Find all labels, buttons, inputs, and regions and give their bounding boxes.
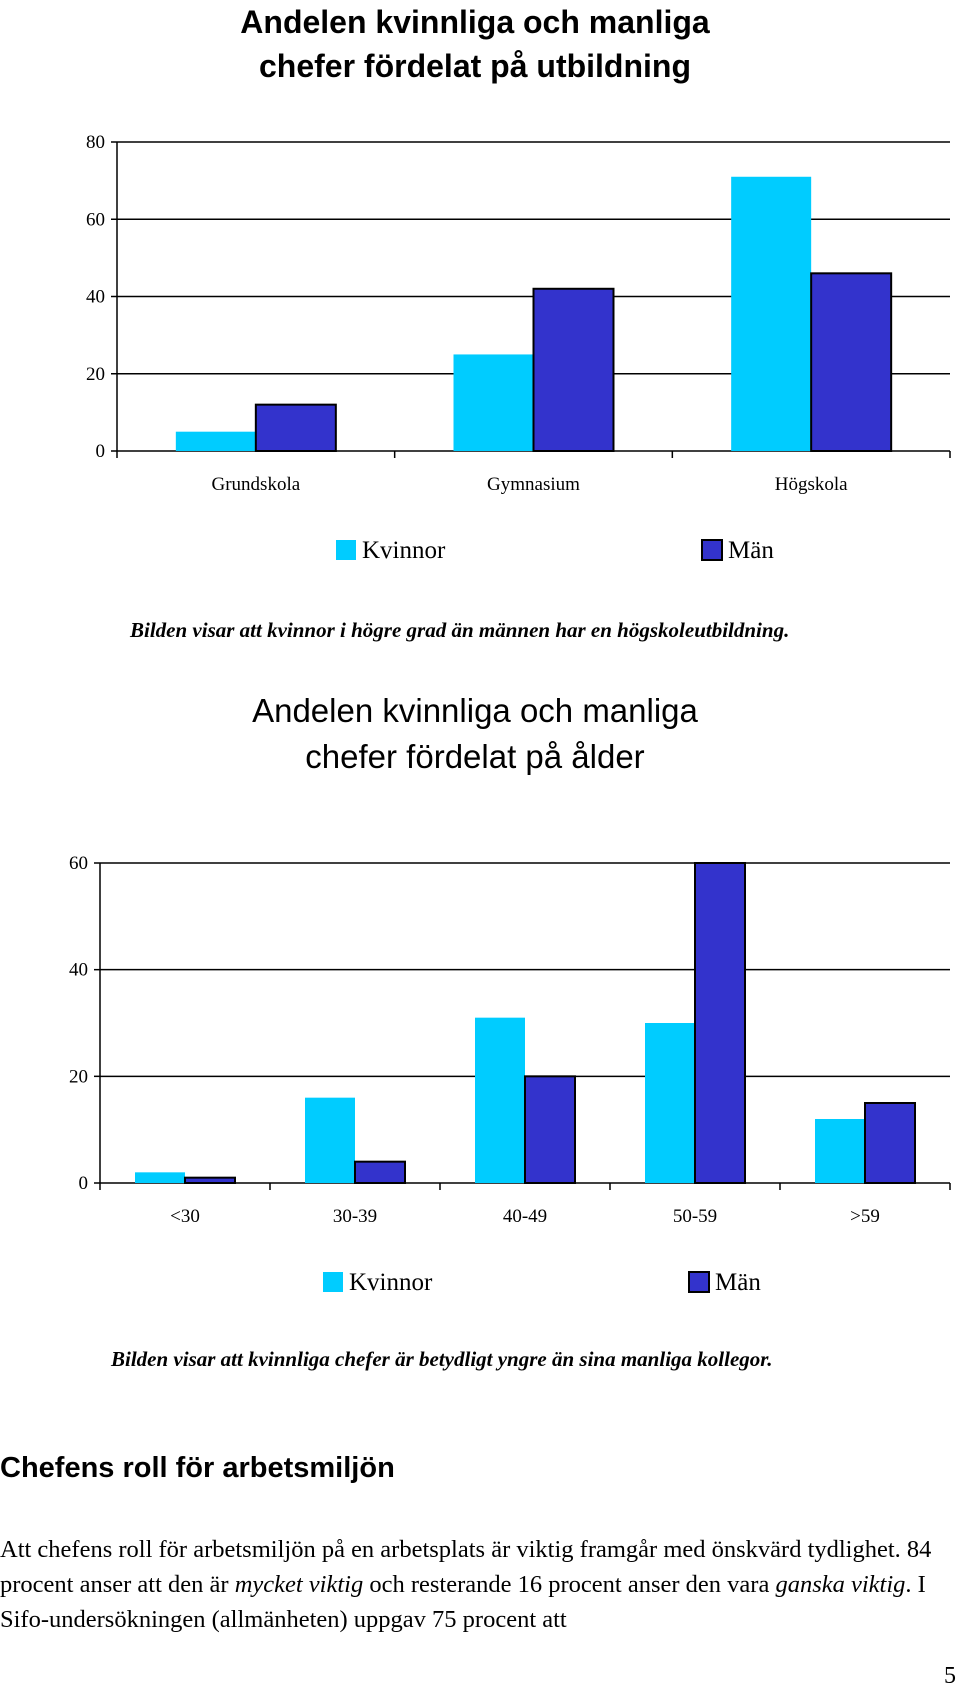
chart1-bar-man — [532, 287, 615, 452]
chart2-caption: Bilden visar att kvinnliga chefer är bet… — [111, 1347, 773, 1371]
chart1-bar-kvinnor — [731, 176, 812, 451]
chart2-legend-label: Män — [715, 1269, 761, 1296]
chart1-y-tick-label: 60 — [86, 209, 105, 230]
chart2-bar-man — [354, 1160, 406, 1184]
chart1-title-line1: Andelen kvinnliga och manliga — [240, 4, 710, 40]
chart1-x-tick-label: Gymnasium — [487, 474, 580, 495]
chart2-bar-kvinnor — [815, 1119, 865, 1183]
chart1-x-tick-label: Högskola — [775, 474, 848, 495]
chart1-legend-label: Kvinnor — [362, 537, 446, 564]
chart2-x-tick-label: >59 — [850, 1206, 880, 1227]
chart1-bar-kvinnor — [453, 354, 534, 451]
chart1-y-tick-label: 20 — [86, 364, 105, 385]
chart2-y-tick-label: 60 — [69, 853, 88, 874]
chart2-title-line2: chefer fördelat på ålder — [305, 738, 645, 775]
chart2-legend-swatch — [688, 1271, 710, 1293]
chart2-y-tick-label: 40 — [69, 960, 88, 981]
chart1-y-tick-label: 0 — [96, 441, 106, 462]
chart2-age: 0 20 40 60 <30 30-39 40-49 50-59 >59 Kvinnor Män — [69, 853, 951, 1296]
chart1-title: Andelen kvinnliga och manliga chefer för… — [0, 0, 950, 88]
paragraph-text: Att chefens roll för arbetsmiljön på en … — [0, 1536, 932, 1598]
chart1-x-tick-label: Grundskola — [212, 474, 301, 495]
chart1-legend-swatch — [336, 540, 356, 560]
chart1-bar-kvinnor — [175, 431, 256, 451]
chart1-y-tick-labels: 0 20 40 60 80 — [86, 132, 105, 462]
chart2-legend: Kvinnor Män — [323, 1269, 761, 1296]
chart2-title-line1: Andelen kvinnliga och manliga — [252, 692, 698, 729]
chart2-bar-kvinnor — [645, 1023, 695, 1183]
chart1-x-tick-labels: Grundskola Gymnasium Högskola — [212, 474, 849, 495]
chart1-bars — [175, 176, 893, 453]
chart2-x-tick-label: 30-39 — [333, 1206, 377, 1227]
chart2-x-tick-label: 40-49 — [503, 1206, 547, 1227]
chart2-bar-kvinnor — [475, 1017, 525, 1183]
chart1-legend-swatch — [701, 539, 723, 561]
chart2-bar-man — [694, 862, 746, 1184]
emphasis-text: mycket viktig — [234, 1571, 364, 1598]
chart1-y-tick-label: 80 — [86, 132, 105, 153]
paragraph-text: och resterande 16 procent anser den vara — [363, 1571, 776, 1598]
chart1-legend: Kvinnor Män — [336, 537, 774, 564]
chart1-caption: Bilden visar att kvinnor i högre grad än… — [130, 618, 790, 642]
chart1-bar-man — [810, 272, 893, 453]
chart1-education: 0 20 40 60 80 Grundskola Gymnasium Högskola Kv… — [86, 132, 951, 564]
chart2-x-tick-label: 50-59 — [673, 1206, 717, 1227]
chart1-title-line2: chefer fördelat på utbildning — [258, 48, 691, 84]
chart2-legend-swatch — [323, 1272, 343, 1292]
section-heading: Chefens roll för arbetsmiljön — [0, 1452, 395, 1484]
chart2-y-tick-label: 20 — [69, 1066, 88, 1087]
chart2-y-tick-label: 0 — [79, 1173, 89, 1194]
body-paragraph: Att chefens roll för arbetsmiljön på en … — [0, 1532, 955, 1637]
chart2-y-tick-labels: 0 20 40 60 — [69, 853, 88, 1194]
chart2-x-tick-labels: <30 30-39 40-49 50-59 >59 — [170, 1206, 880, 1227]
chart2-bar-kvinnor — [305, 1097, 355, 1183]
chart1-bar-man — [254, 403, 337, 452]
page-number: 5 — [944, 1663, 956, 1689]
paragraph-text: . I Sifo-undersökningen (allmänheten) up… — [0, 1571, 926, 1633]
chart2-bars — [135, 862, 916, 1185]
emphasis-text: ganska viktig — [775, 1571, 906, 1598]
chart2-bar-kvinnor — [135, 1172, 185, 1183]
chart2-title: Andelen kvinnliga och manliga chefer för… — [0, 688, 950, 780]
chart2-bar-man — [524, 1075, 576, 1185]
chart2-bar-man — [184, 1176, 236, 1184]
chart2-legend-label: Kvinnor — [349, 1269, 433, 1296]
chart2-bar-man — [864, 1102, 916, 1184]
chart2-x-tick-label: <30 — [170, 1206, 200, 1227]
chart1-y-tick-label: 40 — [86, 287, 105, 308]
chart1-legend-label: Män — [728, 537, 774, 564]
